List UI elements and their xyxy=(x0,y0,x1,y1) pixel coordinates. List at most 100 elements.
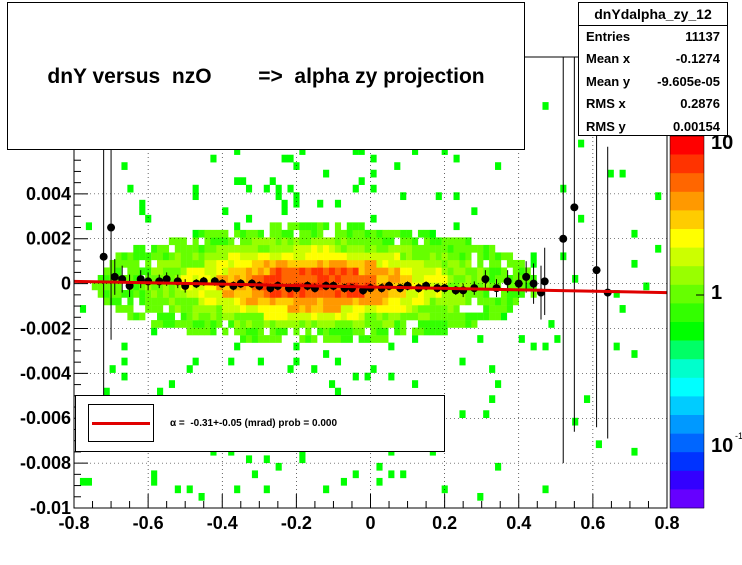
heatmap-cell xyxy=(269,335,276,343)
heatmap-cell xyxy=(524,267,531,276)
heatmap-cell xyxy=(127,267,134,276)
heatmap-cell xyxy=(317,229,324,238)
stats-label: RMS x xyxy=(586,96,626,112)
heatmap-cell xyxy=(323,244,330,253)
heatmap-cell xyxy=(506,290,514,298)
heatmap-cell xyxy=(305,274,312,283)
heatmap-cell xyxy=(394,305,401,313)
heatmap-cell xyxy=(483,290,490,298)
heatmap-cell xyxy=(334,335,342,343)
heatmap-cell xyxy=(245,237,253,246)
heatmap-cell xyxy=(234,147,241,155)
heatmap-cell xyxy=(489,274,496,283)
heatmap-cell xyxy=(251,229,259,238)
heatmap-cell xyxy=(245,244,253,253)
heatmap-cell xyxy=(453,267,460,276)
heatmap-cell xyxy=(382,320,389,328)
heatmap-cell xyxy=(204,297,211,306)
heatmap-cell xyxy=(257,327,264,336)
heatmap-cell xyxy=(269,320,276,328)
heatmap-cell xyxy=(305,305,312,313)
legend-swatch xyxy=(88,404,154,442)
heatmap-cell xyxy=(311,305,318,313)
heatmap-cell xyxy=(334,267,342,276)
heatmap-cell xyxy=(400,290,407,298)
heatmap-cell xyxy=(192,237,199,246)
heatmap-cell xyxy=(489,259,496,268)
heatmap-cell xyxy=(500,267,508,276)
heatmap-cell xyxy=(287,237,294,246)
heatmap-cell xyxy=(299,147,306,155)
heatmap-cell xyxy=(287,312,294,321)
heatmap-cell xyxy=(352,259,359,268)
heatmap-cell xyxy=(441,267,448,276)
heatmap-cell xyxy=(323,327,330,336)
heatmap-cell xyxy=(518,335,525,343)
heatmap-cell xyxy=(394,162,401,170)
heatmap-cell xyxy=(240,327,247,336)
heatmap-cell xyxy=(489,282,496,291)
heatmap-cell xyxy=(174,259,181,268)
axes: -0.8 -0.6 -0.4 -0.2 0 0.2 0.4 0.6 0.8 -0.01 -0.008… xyxy=(20,56,680,533)
heatmap-cell xyxy=(453,154,460,163)
heatmap-cell xyxy=(435,237,442,246)
heatmap-cell xyxy=(334,290,342,298)
heatmap-cell xyxy=(435,259,442,268)
heatmap-cell xyxy=(500,252,508,261)
heatmap-cell xyxy=(240,305,247,313)
heatmap-cell xyxy=(400,305,407,313)
stats-value: -0.1274 xyxy=(675,51,720,67)
heatmap-cell xyxy=(346,229,353,238)
palette-color-cell xyxy=(670,489,704,509)
heatmap-cell xyxy=(168,297,176,306)
heatmap-cell xyxy=(186,297,193,306)
heatmap-cell xyxy=(115,282,122,291)
heatmap-cell xyxy=(370,259,377,268)
heatmap-cell xyxy=(328,297,336,306)
heatmap-cell xyxy=(222,290,229,298)
heatmap-cell xyxy=(287,320,294,328)
heatmap-cell xyxy=(228,252,235,261)
heatmap-cell xyxy=(370,229,377,238)
heatmap-cell xyxy=(483,297,490,306)
heatmap-cell xyxy=(465,252,472,261)
heatmap-cell xyxy=(477,335,484,343)
heatmap-cell xyxy=(210,282,217,291)
heatmap-cell xyxy=(305,312,312,321)
heatmap-cell xyxy=(204,267,211,276)
heatmap-cell xyxy=(198,252,205,261)
heatmap-cell xyxy=(447,312,454,321)
heatmap-cell xyxy=(275,222,282,231)
heatmap-cell xyxy=(240,229,247,238)
heatmap-cell xyxy=(287,229,294,238)
heatmap-cell xyxy=(305,335,312,343)
heatmap-cell xyxy=(192,274,199,283)
x-tick-label: 0.8 xyxy=(654,513,679,533)
heatmap-cell xyxy=(512,290,519,298)
heatmap-cell xyxy=(228,297,235,306)
heatmap-cell xyxy=(281,259,288,268)
heatmap-cell xyxy=(352,184,359,193)
heatmap-cell xyxy=(275,297,282,306)
heatmap-cell xyxy=(364,335,371,343)
heatmap-cell xyxy=(441,320,448,328)
heatmap-cell xyxy=(394,274,401,283)
heatmap-cell xyxy=(323,320,330,328)
heatmap-cell xyxy=(388,305,395,313)
heatmap-cell xyxy=(222,312,229,321)
profile-point xyxy=(559,234,568,243)
heatmap-cell xyxy=(109,282,116,291)
heatmap-cell xyxy=(186,290,193,298)
heatmap-cell xyxy=(245,274,253,283)
heatmap-cell xyxy=(417,290,425,298)
heatmap-cell xyxy=(346,244,353,253)
heatmap-cell xyxy=(127,252,134,261)
heatmap-cell xyxy=(269,237,276,246)
heatmap-cell xyxy=(293,305,300,313)
heatmap-cell xyxy=(240,297,247,306)
heatmap-cell xyxy=(275,184,282,193)
palette-color-cell xyxy=(670,470,704,490)
heatmap-cell xyxy=(477,267,484,276)
heatmap-cell xyxy=(518,274,525,283)
heatmap-cell xyxy=(388,252,395,261)
